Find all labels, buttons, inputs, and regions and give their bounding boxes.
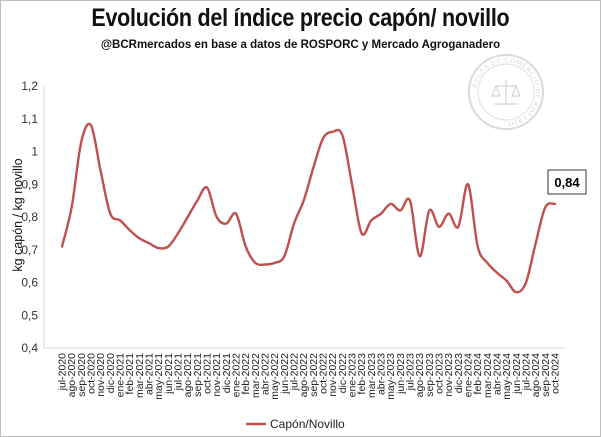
y-tick-label: 0,7 [21, 243, 38, 257]
x-tick-label: jul-2021 [173, 353, 185, 392]
x-tick-label: ago-2020 [66, 353, 78, 398]
x-tick-label: nov-2020 [95, 353, 107, 397]
x-tick-label: dic-2021 [221, 353, 233, 393]
x-tick-label: abr-2022 [260, 353, 272, 395]
x-tick-label: jul-2023 [405, 353, 417, 392]
x-tick-label: dic-2023 [453, 353, 465, 393]
chart-subtitle: @BCRmercados en base a datos de ROSPORC … [100, 39, 501, 51]
y-tick-label: 0,8 [21, 210, 38, 224]
y-tick-label: 1,1 [21, 112, 38, 126]
x-tick-label: ago-2024 [530, 353, 542, 398]
x-tick-label: ene-2023 [347, 353, 359, 398]
y-tick-label: 0,9 [21, 177, 38, 191]
x-tick-label: jun-2022 [279, 353, 291, 395]
y-tick-label: 0,6 [21, 276, 38, 290]
x-tick-label: dic-2022 [337, 353, 349, 393]
y-tick-label: 0,4 [21, 341, 38, 355]
x-tick-label: may-2023 [385, 353, 397, 400]
x-tick-label: abr-2024 [492, 353, 504, 395]
x-tick-label: oct-2020 [86, 353, 98, 394]
x-tick-label: oct-2023 [434, 353, 446, 394]
x-tick-label: nov-2022 [327, 353, 339, 397]
y-tick-labels: 0,4 0,5 0,6 0,7 0,8 0,9 1 1,1 1,2 [21, 79, 38, 355]
x-tick-label: feb-2022 [240, 353, 252, 395]
x-tick-label: jun-2021 [163, 353, 175, 395]
x-tick-label: feb-2023 [356, 353, 368, 395]
x-tick-label: sep-2020 [76, 353, 88, 397]
y-tick-label: 1,2 [21, 79, 38, 93]
x-tick-label: sep-2024 [540, 353, 552, 397]
x-tick-label: feb-2024 [472, 353, 484, 395]
x-tick-label: abr-2023 [376, 353, 388, 395]
y-tick-label: 1 [31, 145, 38, 159]
x-tick-label: jun-2024 [511, 353, 523, 395]
x-tick-label: oct-2022 [318, 353, 330, 394]
x-tick-label: ago-2022 [298, 353, 310, 398]
x-tick-label: ene-2022 [231, 353, 243, 398]
callout-value: 0,84 [554, 175, 580, 190]
callout-box [547, 169, 587, 195]
x-tick-label: mar-2023 [366, 353, 378, 398]
legend-label: Capón/Novillo [270, 417, 345, 431]
last-value-callout: 0,84 [547, 169, 587, 195]
x-tick-label: ago-2021 [182, 353, 194, 398]
x-tick-label: nov-2023 [443, 353, 455, 397]
x-tick-label: jun-2023 [395, 353, 407, 395]
chart-title: Evolución del índice precio capón/ novil… [91, 4, 510, 32]
x-tick-label: sep-2023 [424, 353, 436, 397]
x-tick-label: sep-2022 [308, 353, 320, 397]
x-tick-label: nov-2021 [211, 353, 223, 397]
x-tick-label: mar-2022 [250, 353, 262, 398]
x-tick-label: oct-2024 [550, 353, 562, 394]
series-line-capon-novillo [60, 122, 557, 294]
legend: Capón/Novillo [246, 417, 345, 431]
x-tick-label: jul-2020 [57, 353, 69, 392]
x-tick-labels: jul-2020ago-2020sep-2020oct-2020nov-2020… [57, 353, 562, 400]
x-tick-label: feb-2021 [124, 353, 136, 395]
x-tick-label: ene-2021 [115, 353, 127, 398]
x-tick-label: jul-2022 [289, 353, 301, 392]
seal-watermark: BOLSA DE COMERCIO DE ROSARIO [468, 54, 544, 130]
x-tick-label: may-2022 [269, 353, 281, 400]
x-tick-label: ago-2023 [414, 353, 426, 398]
x-tick-label: mar-2024 [482, 353, 494, 398]
x-tick-label: oct-2021 [202, 353, 214, 394]
x-tick-label: abr-2021 [144, 353, 156, 395]
y-tick-label: 0,5 [21, 308, 38, 322]
x-tick-label: sep-2021 [192, 353, 204, 397]
x-tick-label: may-2024 [501, 353, 513, 400]
x-tick-label: may-2021 [153, 353, 165, 400]
y-axis-label: kg capón / kg novillo [11, 158, 25, 271]
x-tick-label: jul-2024 [521, 353, 533, 392]
x-tick-label: mar-2021 [134, 353, 146, 398]
x-tick-label: dic-2020 [105, 353, 117, 393]
x-tick-label: ene-2024 [463, 353, 475, 398]
